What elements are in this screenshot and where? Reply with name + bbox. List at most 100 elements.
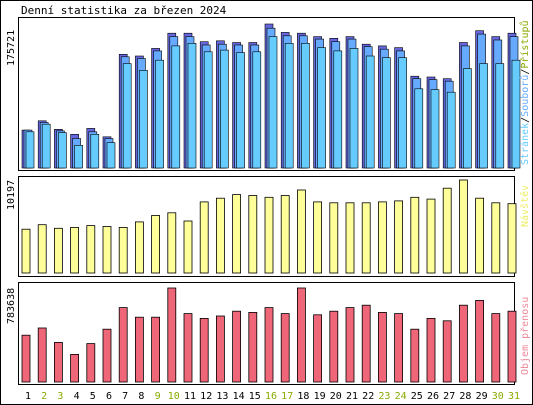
- bar-stranek-22: [365, 55, 375, 169]
- bar-navstev-24: [394, 200, 404, 274]
- x-tick-label-4: 4: [74, 391, 80, 402]
- legend-sep-2: /: [520, 69, 531, 75]
- x-axis-day-labels: 1 2 3 4 5 6 7 8 9 10 11 12 13 14 15 16 17 18 19 20 21 22 23 24 2…: [25, 391, 520, 402]
- x-tick-label-15: 15: [249, 391, 261, 402]
- bar-stranek-31: [511, 59, 521, 169]
- bar-prenos-25: [410, 328, 420, 383]
- bar-navstev-12: [199, 201, 209, 274]
- bar-prenos-19: [313, 314, 323, 383]
- x-tick-label-16: 16: [265, 391, 277, 402]
- bar-stranek-30: [495, 63, 505, 169]
- bar-navstev-8: [134, 221, 144, 274]
- bar-prenos-6: [102, 328, 112, 383]
- bar-stranek-12: [203, 51, 213, 169]
- panel-traffic-ymax: 783638: [6, 288, 17, 324]
- bar-navstev-1: [21, 228, 31, 274]
- panel-hits-ymax: 175721: [6, 30, 17, 66]
- panel-hits: 175721 Stránek/Souborů/Přístupů: [6, 17, 531, 171]
- bar-stranek-25: [414, 88, 424, 169]
- chart-title: Denní statistika za březen 2024: [21, 4, 227, 17]
- bar-stranek-29: [479, 63, 488, 169]
- x-tick-label-30: 30: [492, 391, 504, 402]
- bar-navstev-4: [70, 226, 79, 274]
- x-tick-label-22: 22: [362, 391, 374, 402]
- bar-stranek-15: [252, 51, 262, 169]
- panel-traffic-legend: Objem přenosu: [519, 297, 531, 375]
- panel-visits-ymax: 10197: [6, 180, 17, 210]
- panel-traffic-bars: [21, 287, 517, 383]
- bar-prenos-8: [134, 316, 144, 383]
- panel-visits: 10197 Návštěv: [6, 176, 531, 277]
- bar-stranek-24: [398, 57, 407, 169]
- bar-prenos-17: [280, 313, 290, 383]
- bar-prenos-30: [491, 313, 501, 383]
- legend-pristupu: Přístupů: [519, 20, 531, 68]
- bar-stranek-14: [236, 52, 245, 169]
- bar-navstev-20: [329, 202, 339, 274]
- bar-stranek-28: [463, 68, 472, 169]
- panel-visits-legend: Návštěv: [519, 185, 531, 227]
- x-tick-label-7: 7: [122, 391, 128, 402]
- bar-prenos-2: [37, 327, 47, 383]
- bar-stranek-8: [139, 70, 148, 169]
- bar-stranek-1: [25, 131, 35, 169]
- bar-prenos-14: [232, 310, 242, 383]
- bar-prenos-16: [264, 307, 274, 383]
- bar-navstev-10: [167, 212, 177, 274]
- bar-prenos-24: [394, 313, 404, 383]
- bar-stranek-9: [155, 59, 164, 169]
- bar-prenos-11: [183, 313, 193, 383]
- x-tick-label-20: 20: [330, 391, 342, 402]
- bar-stranek-7: [122, 63, 132, 169]
- x-tick-label-3: 3: [57, 391, 63, 402]
- bar-navstev-16: [264, 196, 274, 274]
- x-tick-label-28: 28: [459, 391, 471, 402]
- bar-navstev-13: [215, 197, 225, 274]
- x-tick-label-27: 27: [443, 391, 455, 402]
- bar-prenos-1: [21, 334, 31, 383]
- x-tick-label-6: 6: [106, 391, 112, 402]
- bar-stranek-17: [284, 42, 294, 169]
- bar-navstev-6: [102, 226, 112, 274]
- bar-stranek-2: [41, 123, 51, 169]
- x-tick-label-17: 17: [281, 391, 293, 402]
- bar-navstev-9: [151, 215, 161, 274]
- bar-stranek-13: [220, 49, 229, 169]
- bar-prenos-10: [167, 287, 177, 383]
- bar-navstev-3: [54, 227, 63, 274]
- bar-navstev-2: [37, 224, 47, 274]
- legend-sep-1: /: [520, 117, 531, 123]
- bar-prenos-21: [345, 307, 355, 383]
- bar-prenos-12: [199, 317, 209, 383]
- x-tick-label-29: 29: [476, 391, 488, 402]
- bar-navstev-11: [183, 220, 193, 274]
- panel-hits-bars: [21, 23, 521, 169]
- bar-navstev-14: [232, 194, 242, 274]
- bar-prenos-20: [329, 310, 339, 383]
- bar-navstev-22: [361, 202, 371, 274]
- bar-navstev-21: [345, 202, 355, 274]
- bar-stranek-23: [382, 57, 391, 169]
- bar-stranek-18: [301, 42, 310, 169]
- panel-traffic: 783638 Objem přenosu: [6, 282, 531, 385]
- bar-navstev-15: [248, 195, 258, 274]
- bar-prenos-4: [70, 353, 79, 383]
- bar-stranek-21: [349, 48, 359, 169]
- bar-stranek-27: [446, 91, 456, 169]
- bar-navstev-25: [410, 196, 420, 274]
- bar-stranek-10: [171, 45, 181, 169]
- x-tick-label-31: 31: [508, 391, 520, 402]
- x-tick-label-10: 10: [168, 391, 180, 402]
- bar-navstev-26: [426, 198, 436, 274]
- bar-prenos-3: [54, 341, 63, 383]
- x-tick-label-25: 25: [411, 391, 423, 402]
- x-tick-label-21: 21: [346, 391, 358, 402]
- bar-navstev-30: [491, 202, 501, 274]
- bar-prenos-31: [507, 310, 517, 383]
- bar-prenos-22: [361, 304, 371, 383]
- bar-stranek-11: [187, 42, 197, 169]
- bar-prenos-26: [426, 317, 436, 383]
- x-tick-label-26: 26: [427, 391, 439, 402]
- bar-prenos-29: [475, 299, 485, 383]
- bar-navstev-17: [280, 195, 290, 274]
